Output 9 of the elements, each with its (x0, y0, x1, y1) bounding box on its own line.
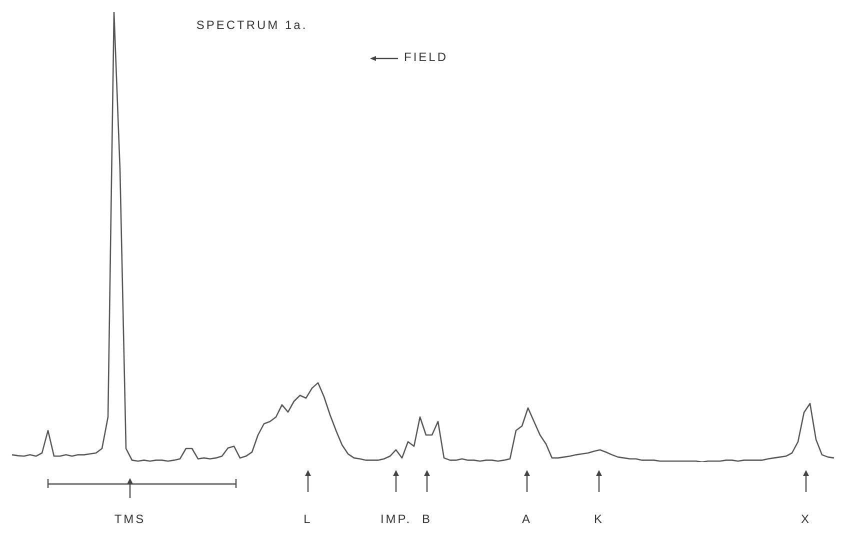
text: L (304, 512, 312, 526)
annotation: FIELD (404, 50, 448, 64)
text: SPECTRUM 1a. (196, 18, 308, 32)
text: K (594, 512, 604, 526)
text: IMP. (380, 512, 412, 526)
text: A (522, 512, 532, 526)
text: B (422, 512, 432, 526)
text: X (800, 512, 812, 526)
text: TMS (114, 512, 146, 526)
